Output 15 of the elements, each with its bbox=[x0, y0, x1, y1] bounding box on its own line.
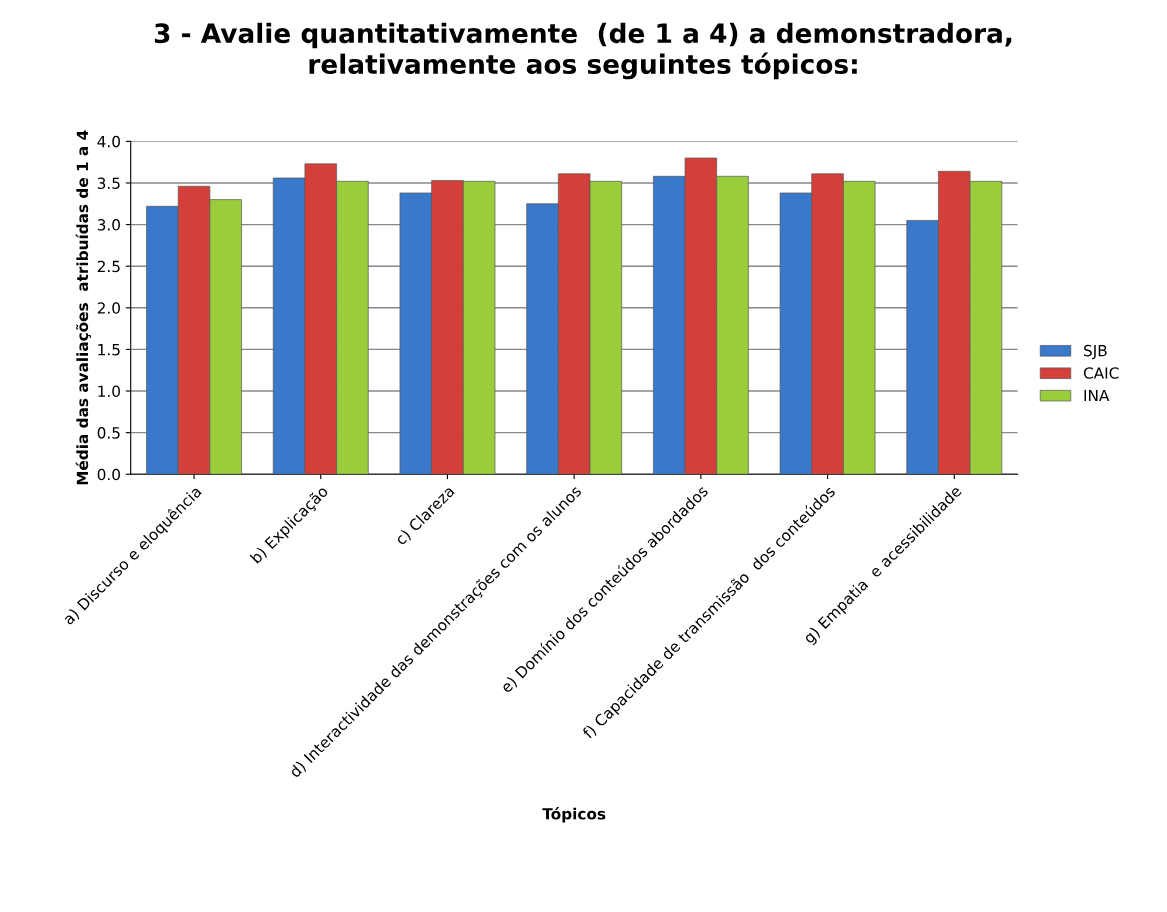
y-tick-label: 1.0 bbox=[98, 385, 120, 398]
y-tick-label: 3.0 bbox=[97, 219, 120, 231]
y-tick-label: 2.5 bbox=[97, 260, 120, 273]
y-tick-label: 3.5 bbox=[97, 177, 120, 189]
chart-title: 3 - Avalie quantitativamente (de 1 a 4) a demonstradora, relativamente aos seguintes tópicos: bbox=[154, 22, 1012, 80]
legend-label: CAIC bbox=[1083, 367, 1119, 379]
y-tick-label: 0.5 bbox=[97, 427, 120, 439]
y-axis-title: Média das avaliações atribuídas de 1 a 4 bbox=[75, 130, 91, 485]
legend-label: INA bbox=[1084, 389, 1110, 402]
legend-label: SJB bbox=[1084, 344, 1107, 360]
y-tick-label: 4.0 bbox=[97, 135, 120, 148]
y-tick-label: 0.0 bbox=[97, 468, 120, 481]
x-axis-title: Tópicos bbox=[542, 807, 606, 823]
y-tick-label: 2.0 bbox=[97, 302, 120, 314]
y-tick-label: 1.5 bbox=[98, 344, 120, 356]
